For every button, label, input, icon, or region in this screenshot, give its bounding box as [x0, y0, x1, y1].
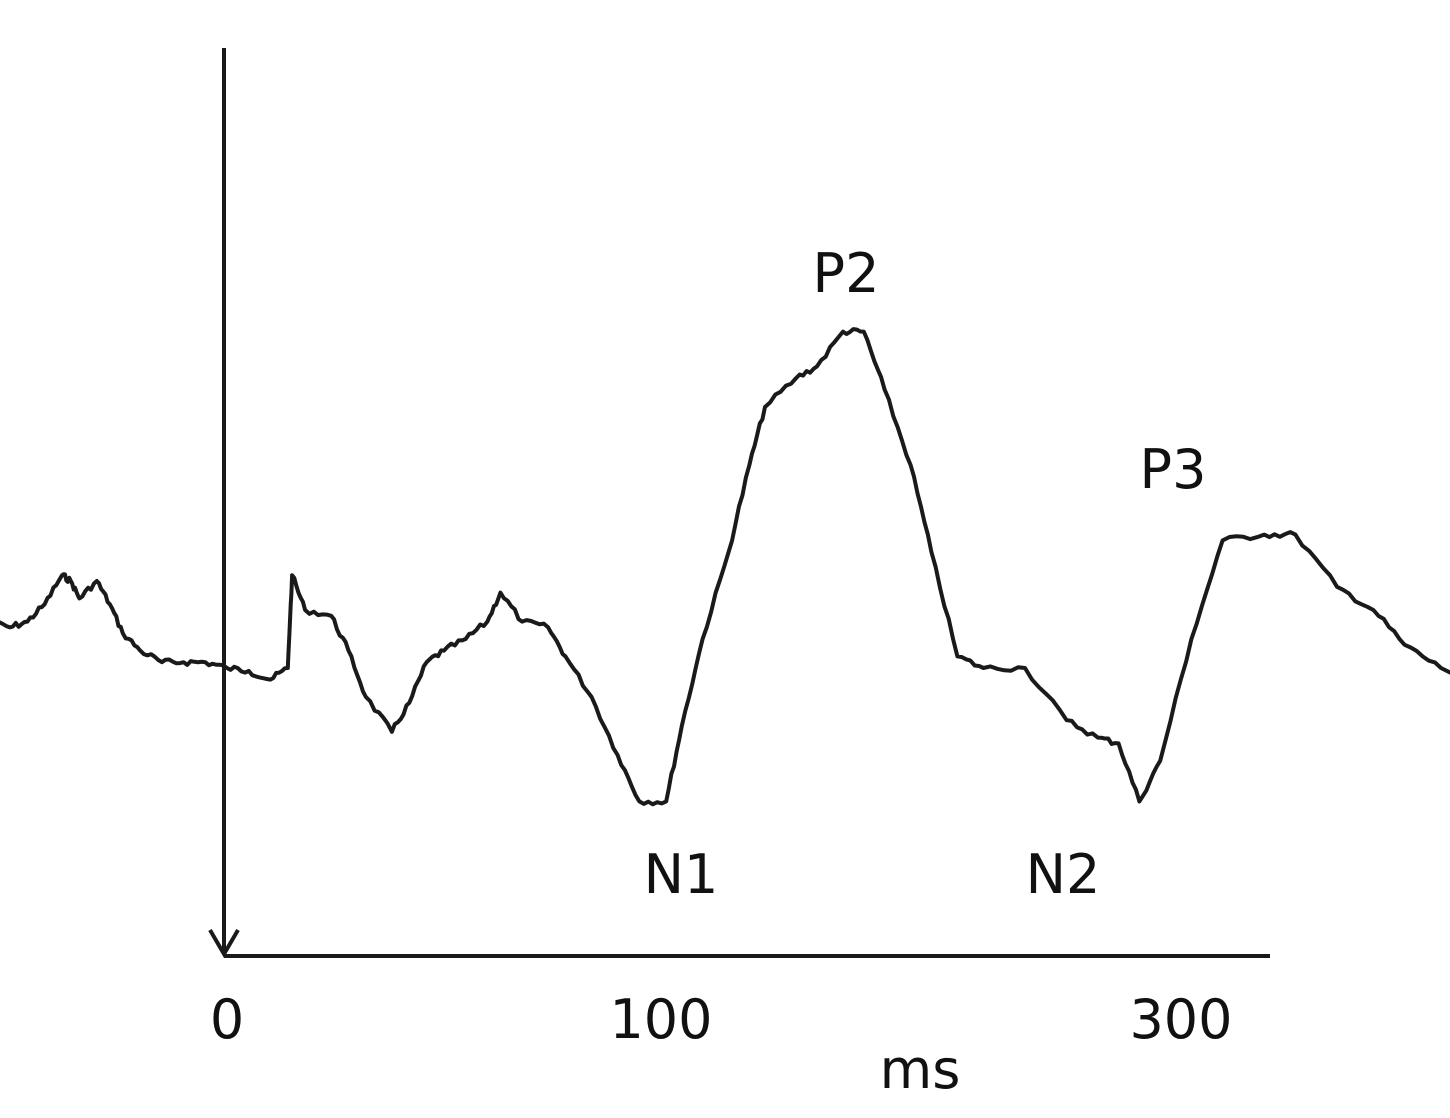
- peak-label-p3: P3: [1140, 438, 1207, 501]
- erp-waveform-line: [0, 327, 1450, 807]
- trough-label-n2: N2: [1026, 843, 1101, 906]
- trough-label-n1: N1: [644, 843, 719, 906]
- x-axis-label: ms: [880, 1038, 961, 1101]
- x-tick-label-100: 100: [609, 988, 712, 1051]
- x-tick-label-0: 0: [210, 988, 244, 1051]
- x-tick-label-300: 300: [1129, 988, 1232, 1051]
- peak-label-p2: P2: [813, 242, 880, 305]
